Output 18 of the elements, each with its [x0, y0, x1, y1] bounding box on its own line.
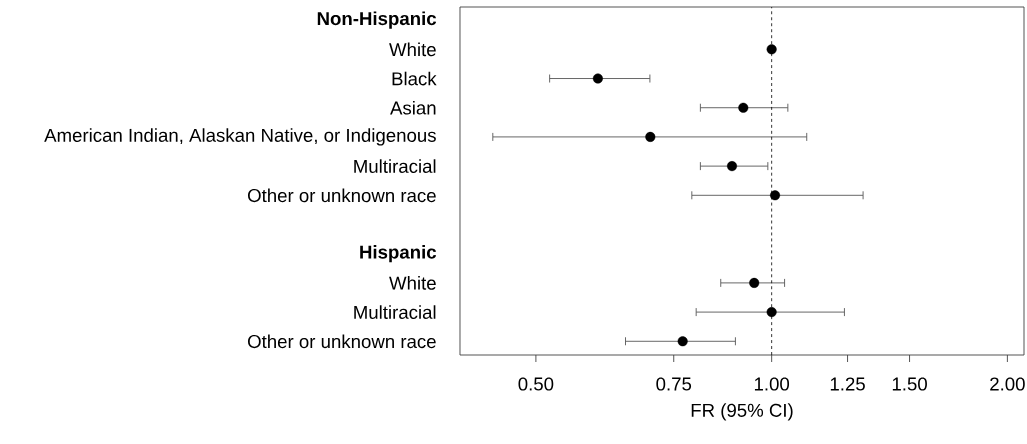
x-tick-label: 0.50: [518, 377, 554, 391]
y-tick-label: Asian: [390, 100, 436, 115]
x-tick-label: 2.00: [990, 377, 1025, 391]
y-tick-label: Multiracial: [354, 305, 436, 319]
x-axis-title: FR (95% CI): [691, 403, 793, 421]
y-tick-label: Other or unknown race: [247, 188, 436, 203]
y-tick-label: Multiracial: [354, 159, 436, 173]
x-tick-label: 1.50: [892, 377, 927, 391]
y-tick-label: Black: [392, 71, 437, 86]
y-tick-label: Non-Hispanic: [317, 11, 437, 29]
y-tick-label: Other or unknown race: [247, 334, 436, 349]
x-tick-label: 1.00: [754, 377, 790, 391]
y-tick-label: White: [389, 42, 436, 57]
x-tick-label: 0.75: [656, 377, 692, 391]
y-tick-label: Hispanic: [360, 245, 437, 263]
y-tick-label: American Indian, Alaskan Native, or Indigenous: [44, 128, 436, 146]
y-tick-label: White: [389, 276, 436, 290]
x-tick-label: 1.25: [830, 377, 865, 391]
